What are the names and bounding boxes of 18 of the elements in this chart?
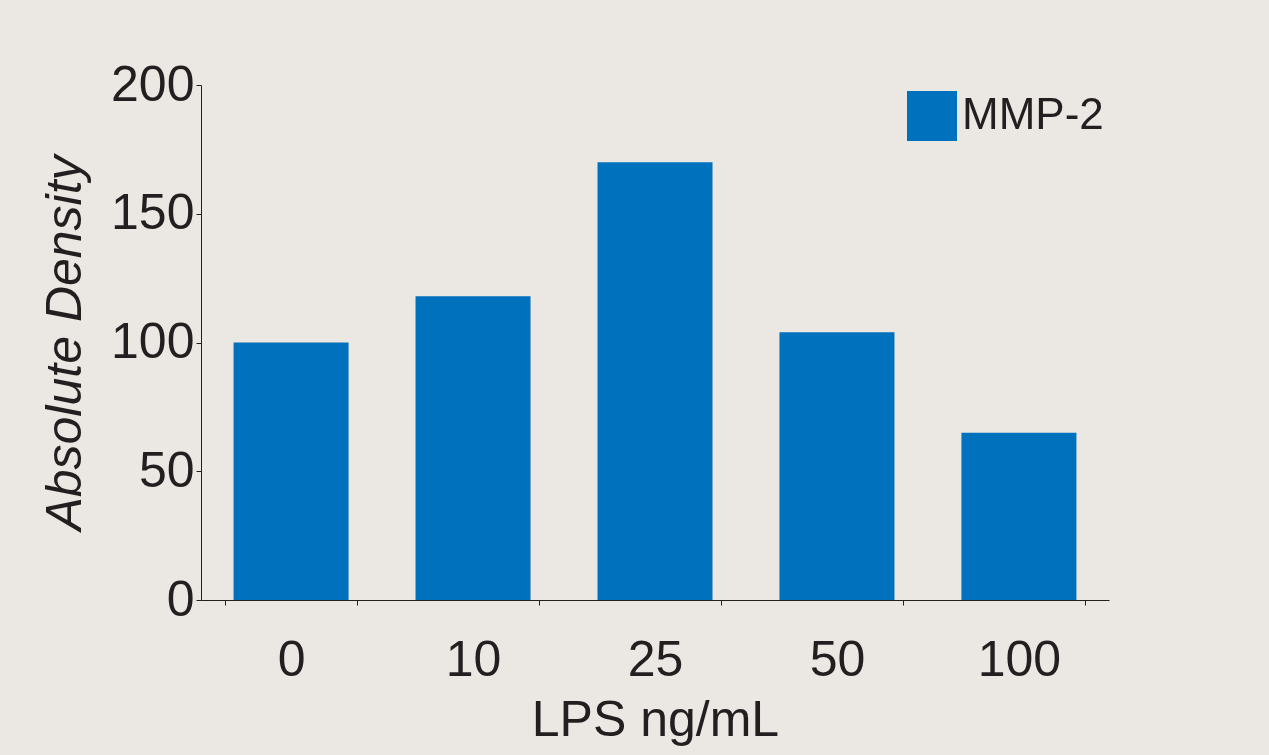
bar (415, 296, 531, 600)
bar (597, 162, 713, 600)
legend-label: MMP-2 (962, 89, 1104, 138)
x-tick-label: 10 (445, 630, 502, 687)
y-axis-title: Absolute Density (36, 152, 93, 534)
x-axis-title: LPS ng/mL (531, 690, 780, 747)
bar (779, 332, 895, 600)
y-tick-label: 200 (111, 55, 195, 112)
x-tick-label: 25 (627, 630, 684, 687)
x-tick-label: 50 (809, 630, 866, 687)
y-tick-label: 50 (138, 441, 195, 498)
x-tick-label: 0 (277, 630, 306, 687)
x-tick-label: 100 (977, 630, 1062, 687)
bar (233, 342, 349, 600)
bar (961, 432, 1077, 600)
y-tick-label: 100 (111, 313, 195, 369)
y-tick-label: 0 (166, 570, 195, 627)
y-tick-label: 150 (111, 184, 195, 241)
